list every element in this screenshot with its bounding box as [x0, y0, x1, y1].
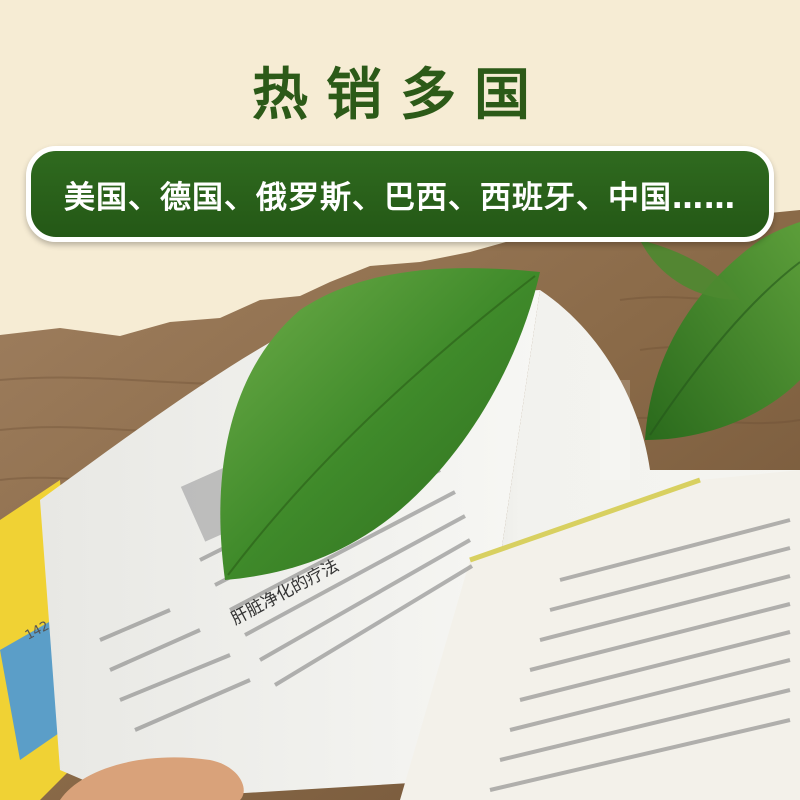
- leaf-center: [220, 268, 541, 580]
- hand: [60, 757, 244, 800]
- countries-text: 美国、德国、俄罗斯、巴西、西班牙、中国……: [64, 179, 736, 216]
- page-title: 热销多国: [252, 63, 548, 128]
- countries-banner: 美国、德国、俄罗斯、巴西、西班牙、中国……: [26, 146, 774, 242]
